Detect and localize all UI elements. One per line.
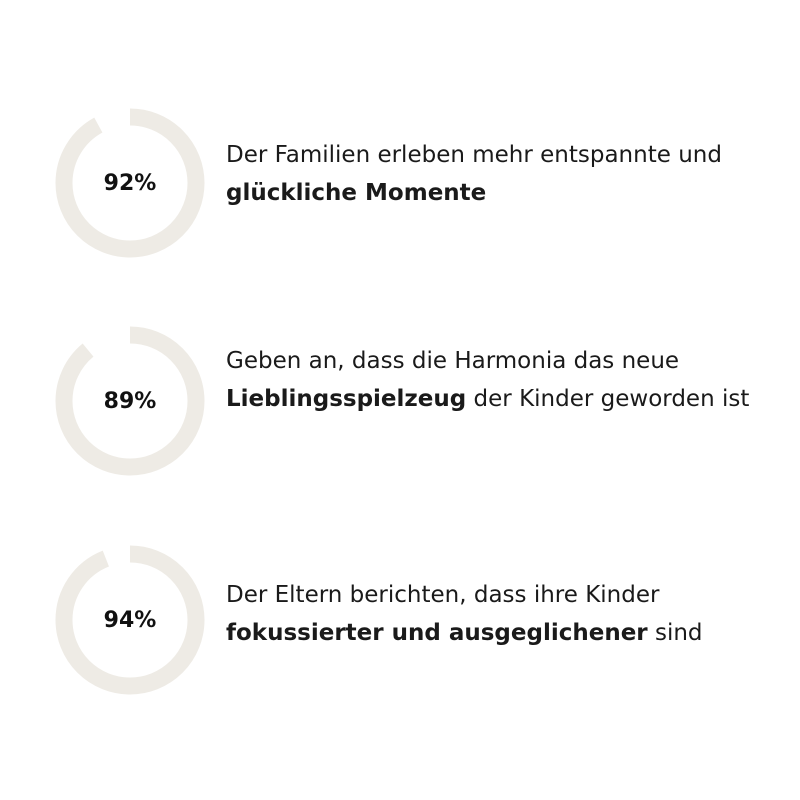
stat-percentage: 89% xyxy=(103,388,157,414)
progress-ring-2: 89% xyxy=(55,326,205,476)
stat-text-bold: fokussierter und ausgeglichener xyxy=(226,620,648,646)
stat-text-plain: Geben an, dass die Harmonia das neue xyxy=(226,348,680,374)
stat-text-plain: Der Familien erleben mehr entspannte und xyxy=(226,142,722,168)
stat-text-plain: Der Eltern berichten, dass ihre Kinder xyxy=(226,582,660,608)
progress-ring-arc xyxy=(55,108,205,258)
stat-description: Der Familien erleben mehr entspannte und… xyxy=(226,136,766,212)
progress-ring-1: 92% xyxy=(55,108,205,258)
progress-ring-graphic xyxy=(55,545,205,695)
progress-ring-3: 94% xyxy=(55,545,205,695)
progress-ring-graphic xyxy=(55,326,205,476)
progress-ring-arc xyxy=(55,326,205,476)
stat-description: Geben an, dass die Harmonia das neue Lie… xyxy=(226,342,766,418)
stat-text-plain-end: sind xyxy=(647,620,703,646)
stat-description: Der Eltern berichten, dass ihre Kinder f… xyxy=(226,576,766,652)
stat-text-plain-end: der Kinder geworden ist xyxy=(466,386,750,412)
stat-text-bold: glückliche Momente xyxy=(226,180,487,206)
stat-percentage: 92% xyxy=(103,170,157,196)
progress-ring-arc xyxy=(55,545,205,695)
stat-text-bold: Lieblingsspielzeug xyxy=(226,386,467,412)
stat-percentage: 94% xyxy=(103,607,157,633)
progress-ring-graphic xyxy=(55,108,205,258)
